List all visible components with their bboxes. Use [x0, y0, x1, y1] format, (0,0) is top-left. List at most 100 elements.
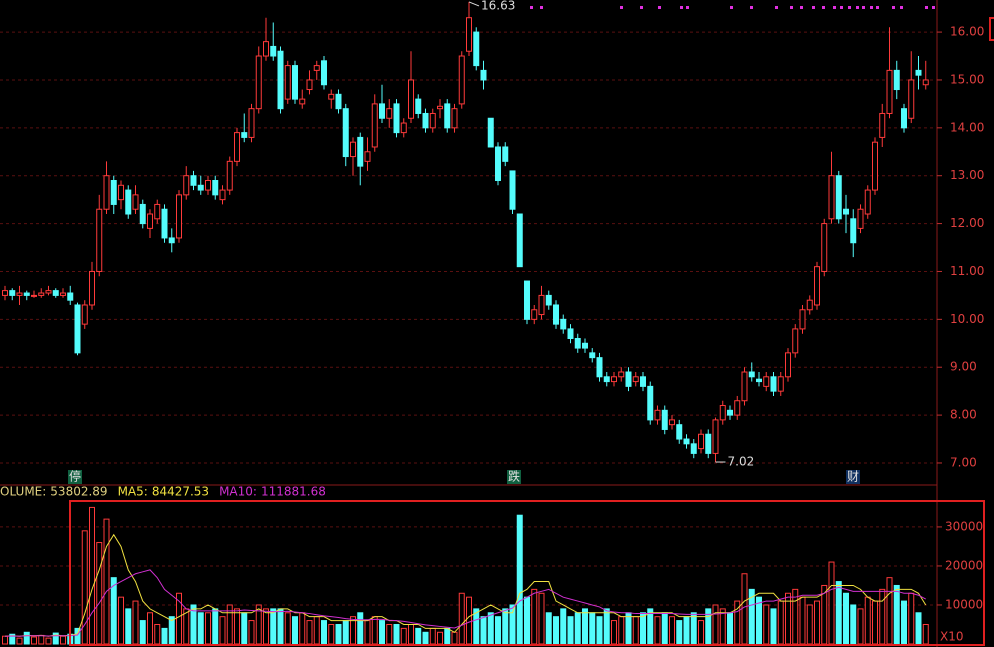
volume-bar [321, 620, 327, 645]
volume-bar [241, 612, 248, 645]
volume-bar [277, 608, 284, 645]
candle-body [139, 203, 146, 225]
candle-body [480, 69, 487, 81]
candle-body [828, 175, 835, 220]
candle-body [306, 79, 313, 91]
y-tick-label: 16.00 [950, 25, 984, 39]
volume-bar [495, 616, 501, 645]
candle-body [60, 292, 66, 296]
volume-bar [618, 616, 625, 645]
y-tick-label: 20000 [945, 558, 983, 572]
volume-bar [458, 592, 465, 645]
volume-bar [487, 612, 494, 645]
candle-body [640, 376, 646, 387]
candle-body [248, 108, 255, 138]
volume-bar [371, 616, 378, 645]
ma-line [4, 569, 926, 637]
y-tick-label: 14.00 [950, 120, 984, 134]
volume-bar [886, 577, 893, 645]
volume-bar [872, 600, 878, 645]
candle-body [698, 433, 704, 450]
marker-label: 停 [69, 469, 81, 484]
candle-body [524, 280, 530, 320]
event-dot [900, 6, 903, 9]
candle-body [821, 223, 828, 272]
candle-body [299, 98, 306, 105]
volume-bar [560, 608, 567, 645]
volume-bar [567, 616, 574, 645]
y-tick-label: 13.00 [950, 168, 984, 182]
volume-bar [132, 600, 139, 645]
event-dot [620, 6, 623, 9]
volume-bar [16, 637, 23, 645]
volume-bar [313, 616, 320, 645]
candle-body [350, 141, 356, 158]
volume-bar [712, 604, 719, 645]
event-dot [870, 6, 873, 9]
volume-bar [38, 634, 45, 645]
y-tick-label: 15.00 [950, 72, 984, 86]
candle-body [625, 371, 632, 387]
candle-body [335, 93, 342, 110]
candle-body [371, 103, 378, 148]
y-tick-label: 10000 [945, 597, 983, 611]
event-dot [812, 6, 815, 9]
annotation-arrow [468, 1, 480, 7]
candle-body [408, 79, 414, 119]
volume-bar [422, 631, 429, 645]
event-dot [680, 6, 683, 9]
candle-body [45, 290, 52, 294]
candle-body [190, 175, 197, 186]
volume-bar [640, 612, 646, 645]
volume-bar [429, 627, 436, 645]
candle-body [872, 141, 878, 191]
candle-body [799, 309, 806, 330]
volume-bar [893, 584, 900, 645]
candle-body [52, 290, 59, 296]
volume-bar [480, 616, 487, 645]
event-dot [800, 6, 803, 9]
candle-body [422, 112, 429, 129]
volume-bar [263, 608, 269, 645]
y-tick-label: 30000 [945, 519, 983, 533]
candle-body [176, 194, 182, 239]
candle-body [241, 132, 248, 138]
event-dot [790, 6, 793, 9]
volume-bar [45, 637, 52, 645]
candle-body [705, 433, 712, 454]
event-dot [730, 6, 733, 9]
volume-bar [756, 596, 762, 645]
volume-bar [270, 608, 277, 645]
candle-body [683, 438, 690, 445]
volume-bar [437, 631, 443, 645]
volume-bar [118, 596, 124, 645]
candle-body [364, 151, 371, 162]
edge-marker [989, 17, 994, 41]
candle-body [756, 378, 762, 383]
legend-name: VOLUME: [0, 485, 46, 499]
volume-bar [531, 588, 538, 645]
event-dot [876, 6, 879, 9]
volume-bar [603, 608, 610, 645]
candle-body [901, 108, 907, 129]
candle-body [654, 409, 661, 421]
candle-body [96, 208, 103, 272]
legend-value: 111881.68 [261, 485, 326, 499]
candle-body [81, 304, 88, 325]
volume-bar [74, 627, 81, 645]
volume-bar [901, 600, 907, 645]
volume-bar [864, 596, 871, 645]
event-dot [540, 6, 543, 9]
candle-body [132, 194, 139, 210]
candle-body [31, 294, 37, 297]
candle-body [197, 184, 204, 191]
candle-body [154, 203, 161, 220]
volume-bar [154, 623, 161, 645]
candle-body [661, 409, 668, 430]
candle-body [234, 132, 240, 162]
volume-bar [806, 604, 813, 645]
candle-body [400, 122, 407, 134]
candle-body [502, 146, 509, 162]
candle-body [814, 266, 820, 306]
